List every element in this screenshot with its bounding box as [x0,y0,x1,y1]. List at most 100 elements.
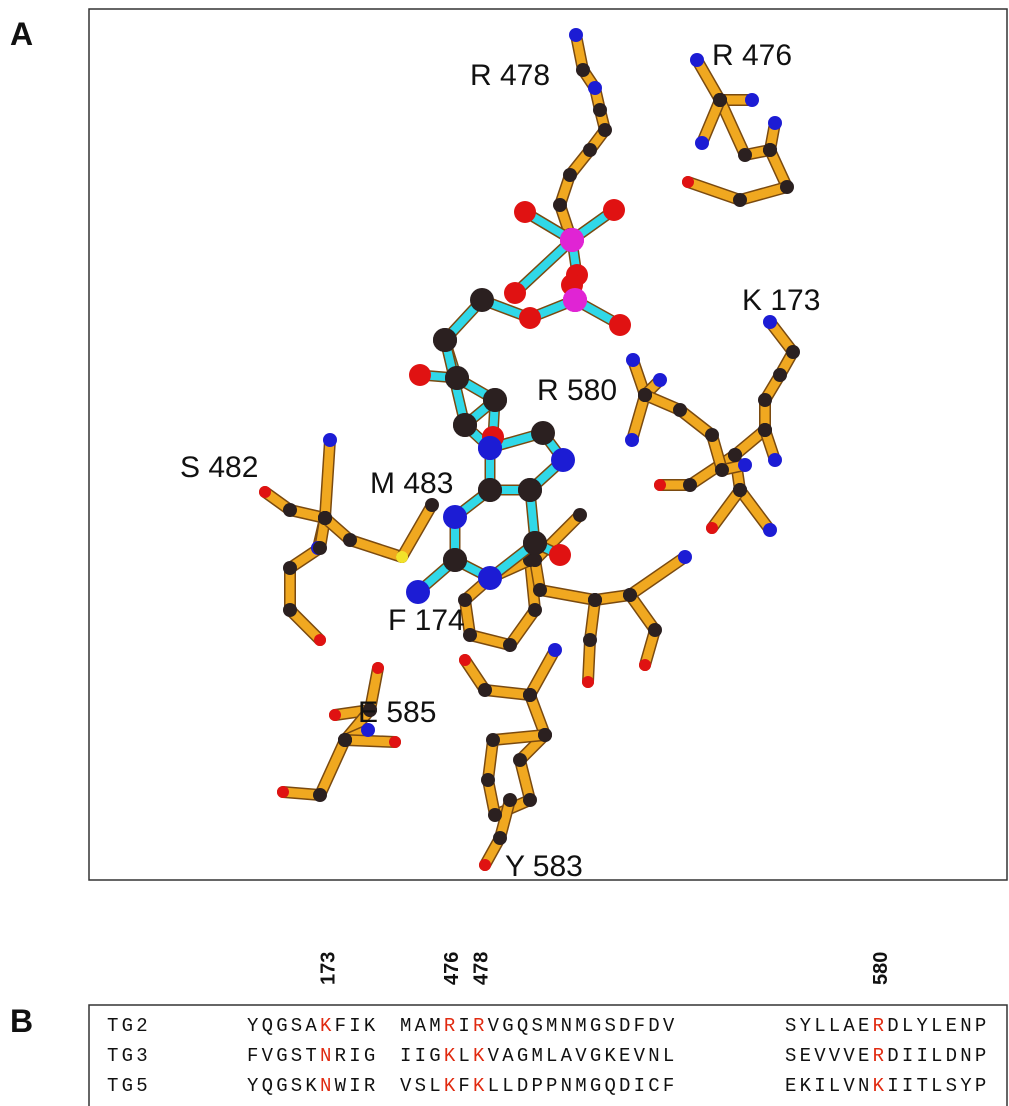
sequence-part: IIG [400,1045,444,1067]
atom [569,28,583,42]
atom [705,428,719,442]
atom [745,93,759,107]
sequence-part: FIK [335,1015,379,1037]
atom [533,583,547,597]
atom [758,393,772,407]
bond [740,187,787,200]
atom [549,544,571,566]
atom [277,786,289,798]
sequence-part: K [444,1075,459,1097]
atom [653,373,667,387]
atom [338,733,352,747]
sequence-part: YQGSK [247,1075,320,1097]
atom [409,364,431,386]
sequence-part: K [473,1075,488,1097]
atom [706,522,718,534]
bond [325,440,330,518]
sequence-block: VSLKFKLLDPPNMGQDICF [400,1075,677,1097]
atom [588,593,602,607]
position-label: 173 [317,952,339,985]
bond [345,740,395,742]
residue-label: F 174 [388,604,465,637]
residue-label: M 483 [370,467,453,500]
atom [518,478,542,502]
atom [786,345,800,359]
atom [425,498,439,512]
residue-label: E 585 [358,696,436,729]
sequence-part: R [873,1015,888,1037]
atom [551,448,575,472]
atom [528,553,542,567]
bond [632,395,645,440]
atom [625,433,639,447]
sequence-part: K [873,1075,888,1097]
molecule [259,28,800,871]
atom [503,638,517,652]
atom [763,523,777,537]
atom [573,508,587,522]
sequence-part: FVGST [247,1045,320,1067]
atom [406,580,430,604]
atom [433,328,457,352]
atom [733,483,747,497]
atom [396,551,408,563]
atom [553,198,567,212]
atom [678,550,692,564]
atom [478,478,502,502]
atom [609,314,631,336]
sequence-block: SEVVVERDIILDNP [785,1045,989,1067]
atom [583,143,597,157]
atom [528,603,542,617]
residue-label: R 580 [537,374,617,407]
atom [733,193,747,207]
atom [343,533,357,547]
atom [479,859,491,871]
residue-label: Y 583 [505,850,583,883]
atom [470,288,494,312]
atom [598,123,612,137]
atom [683,478,697,492]
sequence-part: EKILVN [785,1075,873,1097]
sequence-block: MAMRIRVGQSMNMGSDFDV [400,1015,677,1037]
sequence-block: EKILVNKIITLSYP [785,1075,989,1097]
atom [478,566,502,590]
sequence-part: LLDPPNMGQDICF [488,1075,678,1097]
atom [323,433,337,447]
atom [728,448,742,462]
atom [582,676,594,688]
bond [630,557,685,595]
atom [313,788,327,802]
sequence-part: WIR [335,1075,379,1097]
atom [504,282,526,304]
atom [443,548,467,572]
atom [648,623,662,637]
atom [283,503,297,517]
atom [626,353,640,367]
panel-label: A [10,16,33,52]
sequence-part: DLYLENP [887,1015,989,1037]
atom [583,633,597,647]
atom [514,201,536,223]
sequence-part: VSL [400,1075,444,1097]
bond [493,735,545,740]
sequence-part: I [458,1015,473,1037]
atom [463,628,477,642]
atom [493,831,507,845]
atom [773,368,787,382]
atom [715,463,729,477]
position-label: 476 [441,952,463,985]
atom [443,505,467,529]
sequence-block: YQGSKNWIR [247,1075,378,1097]
atom [531,421,555,445]
atom [519,307,541,329]
atom [576,63,590,77]
atom [478,436,502,460]
atom [372,662,384,674]
atom [445,366,469,390]
residue-label: R 476 [712,39,792,72]
bond [540,590,595,600]
sequence-part: SYLLAE [785,1015,873,1037]
sequence-part: K [320,1015,335,1037]
position-label: 478 [470,952,492,985]
atom [453,413,477,437]
